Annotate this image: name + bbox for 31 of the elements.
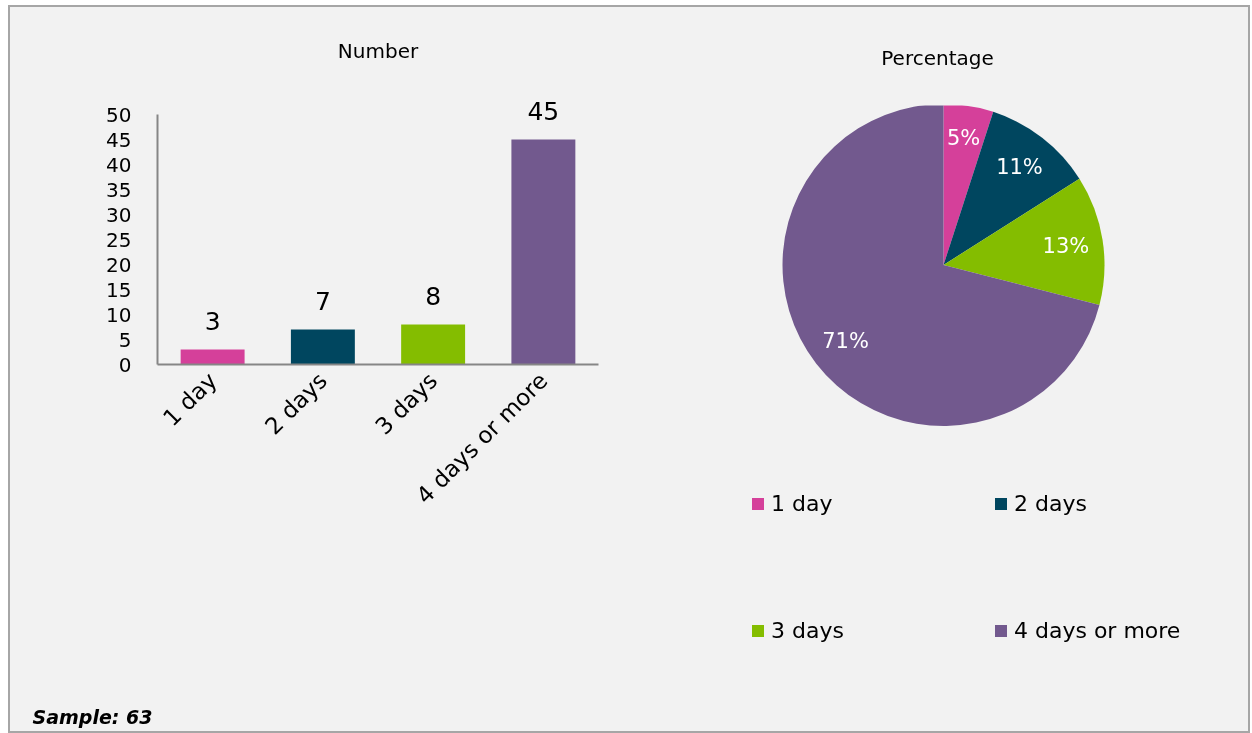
data-label: 7	[314, 286, 331, 316]
bar	[401, 324, 466, 365]
chart-title: Number	[337, 38, 419, 63]
y-tick-label: 25	[106, 227, 132, 252]
data-label: 8	[425, 281, 442, 311]
y-tick-label: 20	[106, 252, 132, 277]
data-label: 13%	[1042, 233, 1090, 258]
text: Sample: 63	[32, 705, 153, 728]
legend-label: 2 days	[1014, 490, 1087, 516]
y-tick-label: 30	[106, 202, 132, 227]
y-tick-label: 40	[106, 152, 132, 177]
bar	[180, 349, 245, 365]
data-label: 71%	[822, 328, 869, 353]
legend-label: 3 days	[771, 617, 844, 643]
legend-label: 1 day	[771, 490, 833, 516]
data-label: 5%	[946, 126, 981, 151]
y-tick-label: 15	[106, 277, 132, 302]
y-tick-label: 5	[118, 327, 132, 352]
bar	[511, 139, 576, 365]
chart-title: Percentage	[881, 45, 994, 70]
y-tick-label: 0	[118, 352, 132, 377]
bar	[290, 329, 355, 365]
y-tick-label: 50	[106, 102, 132, 127]
x-tick-label: 1 day	[158, 367, 222, 432]
y-tick-label: 10	[106, 302, 132, 327]
y-tick-label: 45	[106, 127, 132, 152]
y-tick-label: 35	[106, 177, 132, 202]
data-label: 3	[204, 306, 221, 336]
legend-label: 4 days or more	[1014, 617, 1181, 643]
data-label: 11%	[996, 155, 1043, 180]
data-label: 45	[527, 96, 560, 126]
